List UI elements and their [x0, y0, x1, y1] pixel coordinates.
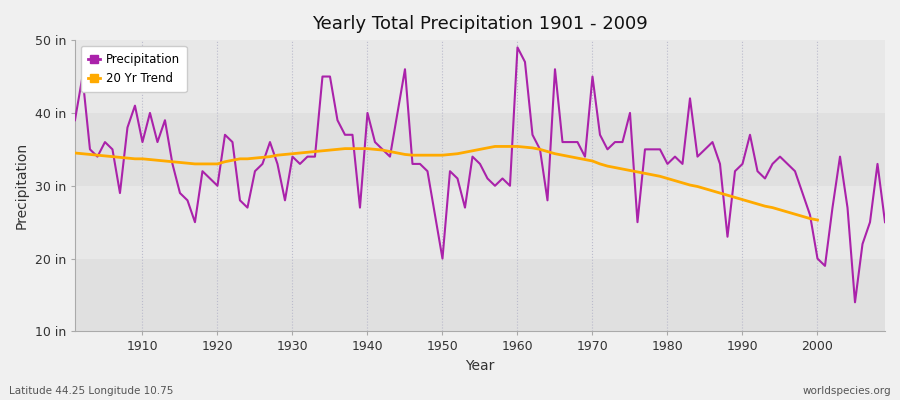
Y-axis label: Precipitation: Precipitation [15, 142, 29, 229]
Bar [75, 186, 885, 258]
Legend: Precipitation, 20 Yr Trend: Precipitation, 20 Yr Trend [81, 46, 187, 92]
Text: worldspecies.org: worldspecies.org [803, 386, 891, 396]
Title: Yearly Total Precipitation 1901 - 2009: Yearly Total Precipitation 1901 - 2009 [312, 15, 648, 33]
X-axis label: Year: Year [465, 359, 495, 373]
Bar [75, 113, 885, 186]
Bar [75, 258, 885, 332]
Text: Latitude 44.25 Longitude 10.75: Latitude 44.25 Longitude 10.75 [9, 386, 174, 396]
Bar [75, 40, 885, 113]
